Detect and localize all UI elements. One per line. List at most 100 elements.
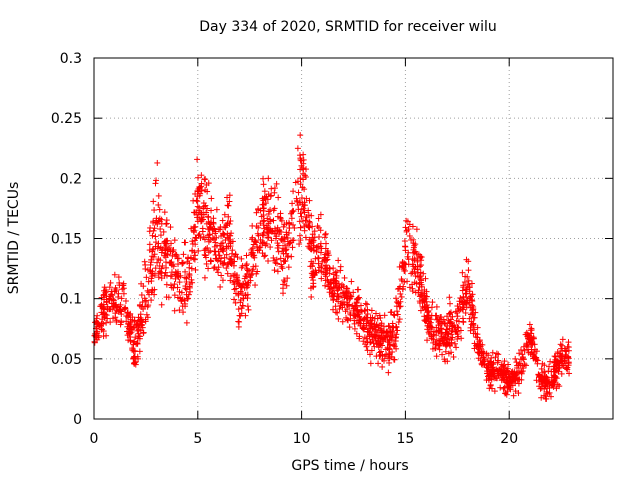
data-point (386, 359, 393, 366)
data-point (474, 324, 481, 331)
x-axis-label: GPS time / hours (291, 458, 408, 474)
data-point (264, 215, 271, 222)
data-point (260, 230, 267, 237)
data-point (235, 323, 242, 330)
data-point (558, 353, 565, 360)
data-point (163, 272, 170, 279)
x-tick-label: 0 (90, 431, 99, 447)
data-point (118, 295, 125, 302)
data-point (189, 240, 196, 247)
data-point (340, 283, 347, 290)
data-point (460, 282, 467, 289)
data-point (271, 205, 278, 212)
data-point (149, 232, 156, 239)
data-point (189, 279, 196, 286)
data-point (420, 296, 427, 303)
data-point (262, 200, 269, 207)
data-point (320, 269, 327, 276)
data-point (382, 333, 389, 340)
data-point (464, 273, 471, 280)
data-point (158, 275, 165, 282)
data-point (284, 234, 291, 241)
data-point (260, 181, 267, 188)
data-point (171, 292, 178, 299)
data-point (306, 197, 313, 204)
data-point (140, 330, 147, 337)
data-point (533, 377, 540, 384)
data-point (285, 264, 292, 271)
data-point (277, 255, 284, 262)
data-point (232, 290, 239, 297)
data-point (548, 374, 555, 381)
data-point (324, 267, 331, 274)
data-point (289, 244, 296, 251)
data-point (445, 350, 452, 357)
data-point (130, 324, 137, 331)
data-point (196, 204, 203, 211)
data-point (462, 309, 469, 316)
data-point (288, 253, 295, 260)
data-point (156, 262, 163, 269)
data-point (446, 294, 453, 301)
data-point (429, 345, 436, 352)
data-point (283, 229, 290, 236)
data-point (236, 312, 243, 319)
data-point (330, 306, 337, 313)
data-point (229, 258, 236, 265)
data-point (401, 238, 408, 245)
data-point (113, 318, 120, 325)
data-point (364, 314, 371, 321)
data-point (454, 336, 461, 343)
data-point (556, 383, 563, 390)
data-point (477, 343, 484, 350)
data-point (198, 172, 205, 179)
y-tick-label: 0.2 (60, 171, 82, 187)
data-point (500, 363, 507, 370)
data-point (117, 321, 124, 328)
data-point (140, 283, 147, 290)
data-point (261, 188, 268, 195)
data-point (185, 291, 192, 298)
data-point (155, 256, 162, 263)
data-point (376, 312, 383, 319)
data-point (259, 195, 266, 202)
data-point (223, 245, 230, 252)
data-point (547, 393, 554, 400)
data-point (347, 310, 354, 317)
data-point (386, 341, 393, 348)
data-point (250, 263, 257, 270)
data-point (410, 240, 417, 247)
data-point (512, 380, 519, 387)
data-point (368, 307, 375, 314)
data-point (295, 189, 302, 196)
data-point (284, 275, 291, 282)
data-point (149, 273, 156, 280)
data-point (360, 320, 367, 327)
data-point (100, 333, 107, 340)
data-point (390, 324, 397, 331)
data-point (276, 228, 283, 235)
data-point (226, 255, 233, 262)
data-point (301, 186, 308, 193)
data-point (203, 260, 210, 267)
data-point (101, 284, 108, 291)
data-point (161, 239, 168, 246)
data-point (354, 286, 361, 293)
data-point (361, 315, 368, 322)
data-point (465, 258, 472, 265)
data-point (387, 328, 394, 335)
data-point (243, 262, 250, 269)
data-point (451, 340, 458, 347)
data-point (239, 262, 246, 269)
data-point (301, 202, 308, 209)
data-point (232, 299, 239, 306)
data-point (565, 347, 572, 354)
data-point (520, 343, 527, 350)
data-point (439, 338, 446, 345)
data-point (122, 298, 129, 305)
data-point (205, 265, 212, 272)
plot-frame (93, 57, 614, 420)
data-point (252, 282, 259, 289)
data-point (530, 355, 537, 362)
data-point (465, 281, 472, 288)
